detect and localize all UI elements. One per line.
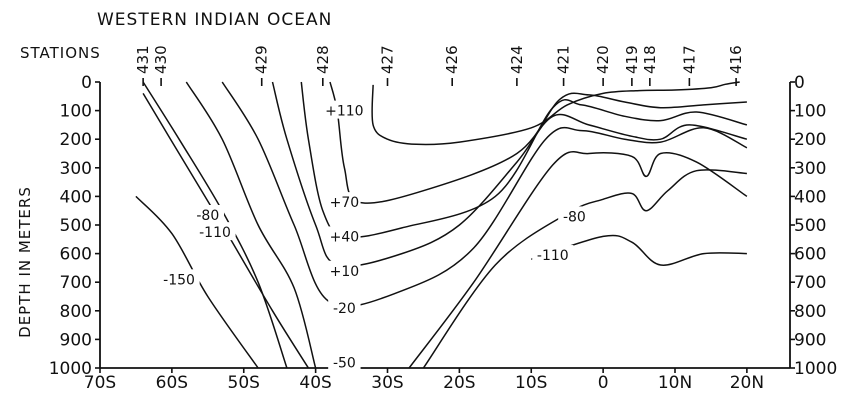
y-tick-label-right: 800 — [794, 302, 826, 322]
station-label: 418 — [641, 45, 659, 74]
contour-line — [371, 81, 740, 146]
y-tick-label-left: 1000 — [49, 359, 92, 379]
x-tick-label: 0 — [598, 373, 609, 393]
contour-label: +40 — [330, 229, 360, 245]
contour-line — [221, 81, 748, 307]
contour-label-bg — [158, 269, 200, 288]
y-tick-label-right: 0 — [794, 73, 805, 93]
station-label: 428 — [314, 45, 332, 74]
contour-label: +10 — [330, 264, 360, 280]
station-label: 417 — [680, 45, 698, 74]
y-tick-label-left: 200 — [60, 130, 92, 150]
contour-label: +70 — [330, 195, 360, 211]
x-tick-label: 20S — [443, 373, 475, 393]
station-label: 430 — [152, 45, 170, 74]
station-label: 431 — [134, 45, 152, 74]
contour-label-bg — [558, 206, 591, 225]
y-tick-label-left: 600 — [60, 245, 92, 265]
contour-label: -150 — [163, 272, 195, 288]
y-axis-label: DEPTH IN METERS — [16, 186, 34, 338]
y-tick-label-left: 0 — [81, 73, 92, 93]
contour-label-bg — [328, 226, 361, 245]
contour-line — [531, 234, 747, 266]
contour-label-bg — [194, 222, 236, 241]
x-tick-label: 10S — [515, 373, 547, 393]
x-tick-label: 70S — [84, 373, 116, 393]
y-tick-label-right: 200 — [794, 130, 826, 150]
contour-label: -80 — [563, 209, 586, 225]
y-tick-label-right: 900 — [794, 330, 826, 350]
y-tick-label-right: 300 — [794, 159, 826, 179]
y-tick-label-right: 100 — [794, 102, 826, 122]
station-label: 421 — [555, 45, 573, 74]
y-tick-label-right: 1000 — [794, 359, 837, 379]
chart-title: WESTERN INDIAN OCEAN — [97, 10, 332, 30]
y-tick-label-left: 700 — [60, 273, 92, 293]
contour-label-bg — [323, 100, 365, 119]
y-tick-label-left: 900 — [60, 330, 92, 350]
contour-lines: +110+70+40+10-20-50-80 -80-110-110-150 — [135, 81, 748, 371]
x-tick-label: 20N — [730, 373, 764, 393]
x-axis-ticks: 70S 60S 50S 40S 30S 20S 10S 0 10N 20N — [84, 368, 764, 393]
contour-label: -20 — [333, 301, 356, 317]
stations-label: STATIONS — [20, 44, 101, 62]
x-tick-label: 50S — [228, 373, 260, 393]
station-label: 419 — [623, 45, 641, 74]
y-tick-label-right: 500 — [794, 216, 826, 236]
station-label: 416 — [727, 45, 745, 74]
station-label: 420 — [594, 45, 612, 74]
y-tick-label-right: 700 — [794, 273, 826, 293]
contour-label-bg — [532, 245, 574, 264]
contour-label: -80 — [196, 208, 219, 224]
contour-label-bg — [328, 192, 361, 211]
contour-line — [422, 169, 747, 369]
contour-label: -110 — [537, 248, 569, 264]
y-tick-label-right: 400 — [794, 187, 826, 207]
x-tick-label: 60S — [156, 373, 188, 393]
contour-label: +110 — [325, 104, 363, 120]
station-label: 426 — [443, 45, 461, 74]
y-tick-label-left: 400 — [60, 187, 92, 207]
y-axis-ticks-right: 0 100 200 300 400 500 600 700 800 900 1000 — [790, 73, 837, 379]
y-tick-label-left: 800 — [60, 302, 92, 322]
station-label: 427 — [379, 45, 397, 74]
contour-label-bg — [328, 297, 361, 316]
contour-label: -50 — [333, 355, 356, 371]
y-tick-label-left: 100 — [60, 102, 92, 122]
x-tick-label: 40S — [299, 373, 331, 393]
contour-line — [408, 150, 748, 369]
contour-line — [271, 81, 748, 268]
contour-label: -110 — [199, 225, 231, 241]
y-tick-label-left: 500 — [60, 216, 92, 236]
y-axis-ticks-left: 0 100 200 300 400 500 600 700 800 900 1000 — [49, 73, 100, 379]
station-label: 429 — [253, 45, 271, 74]
station-label: 424 — [508, 45, 526, 74]
contour-line — [329, 81, 747, 204]
contour-label-bg — [191, 204, 225, 223]
y-tick-label-left: 300 — [60, 159, 92, 179]
x-tick-label: 30S — [371, 373, 403, 393]
contour-line — [185, 81, 317, 369]
station-markers: 431 430 429 428 427 426 424 421 420 419 418 417 416 — [134, 45, 745, 86]
contour-label-bg — [328, 260, 361, 279]
contour-line — [300, 81, 748, 238]
y-tick-label-right: 600 — [794, 245, 826, 265]
x-tick-label: 10N — [658, 373, 692, 393]
contour-label-bg — [328, 352, 361, 371]
